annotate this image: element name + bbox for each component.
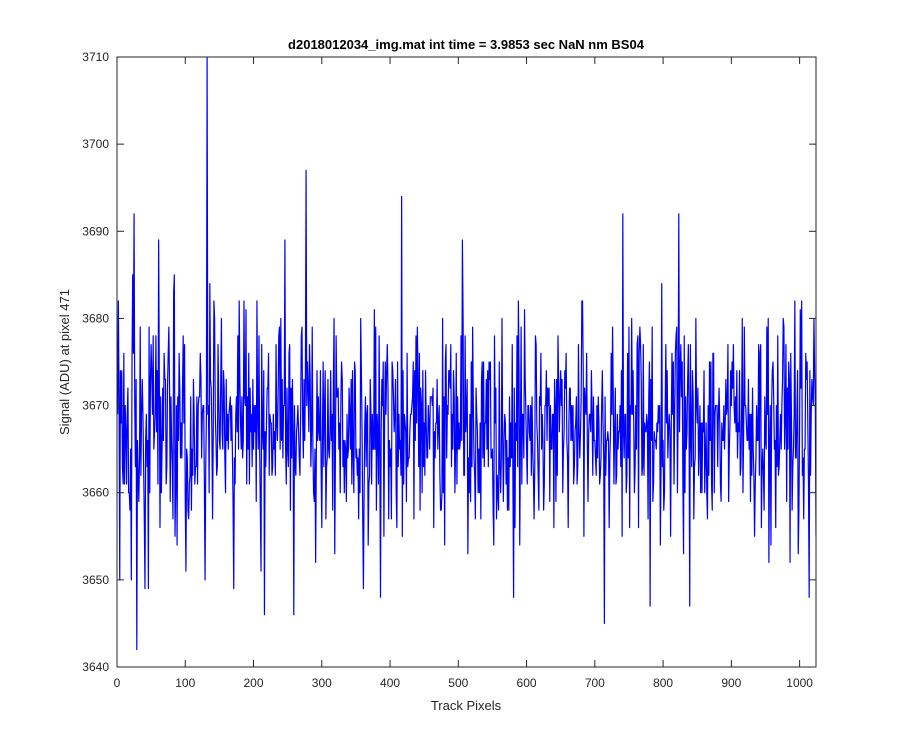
x-axis-label: Track Pixels [431, 698, 502, 713]
x-tick-label: 900 [721, 676, 741, 690]
x-tick-label: 500 [448, 676, 468, 690]
y-tick-label: 3680 [82, 311, 109, 325]
x-tick-label: 700 [585, 676, 605, 690]
y-axis-label: Signal (ADU) at pixel 471 [57, 289, 72, 435]
y-tick-label: 3650 [82, 573, 109, 587]
x-tick-label: 400 [380, 676, 400, 690]
x-tick-label: 100 [175, 676, 195, 690]
y-tick-label: 3710 [82, 50, 109, 64]
x-tick-label: 0 [114, 676, 121, 690]
y-tick-label: 3640 [82, 660, 109, 674]
x-tick-label: 300 [312, 676, 332, 690]
x-tick-label: 800 [653, 676, 673, 690]
plot-frame [116, 56, 817, 668]
y-tick-label: 3700 [82, 137, 109, 151]
signal-series-line [117, 57, 816, 651]
chart-title: d2018012034_img.mat int time = 3.9853 se… [288, 37, 645, 52]
y-tick-label: 3690 [82, 224, 109, 238]
tick-layer: 0 100 200 300 400 500 600 700 800 900 1000 3640 3650… [82, 50, 816, 690]
series-layer [117, 57, 816, 651]
y-tick-label: 3660 [82, 486, 109, 500]
x-tick-label: 200 [244, 676, 264, 690]
y-tick-label: 3670 [82, 399, 109, 413]
x-tick-label: 600 [517, 676, 537, 690]
x-tick-label: 1000 [786, 676, 813, 690]
